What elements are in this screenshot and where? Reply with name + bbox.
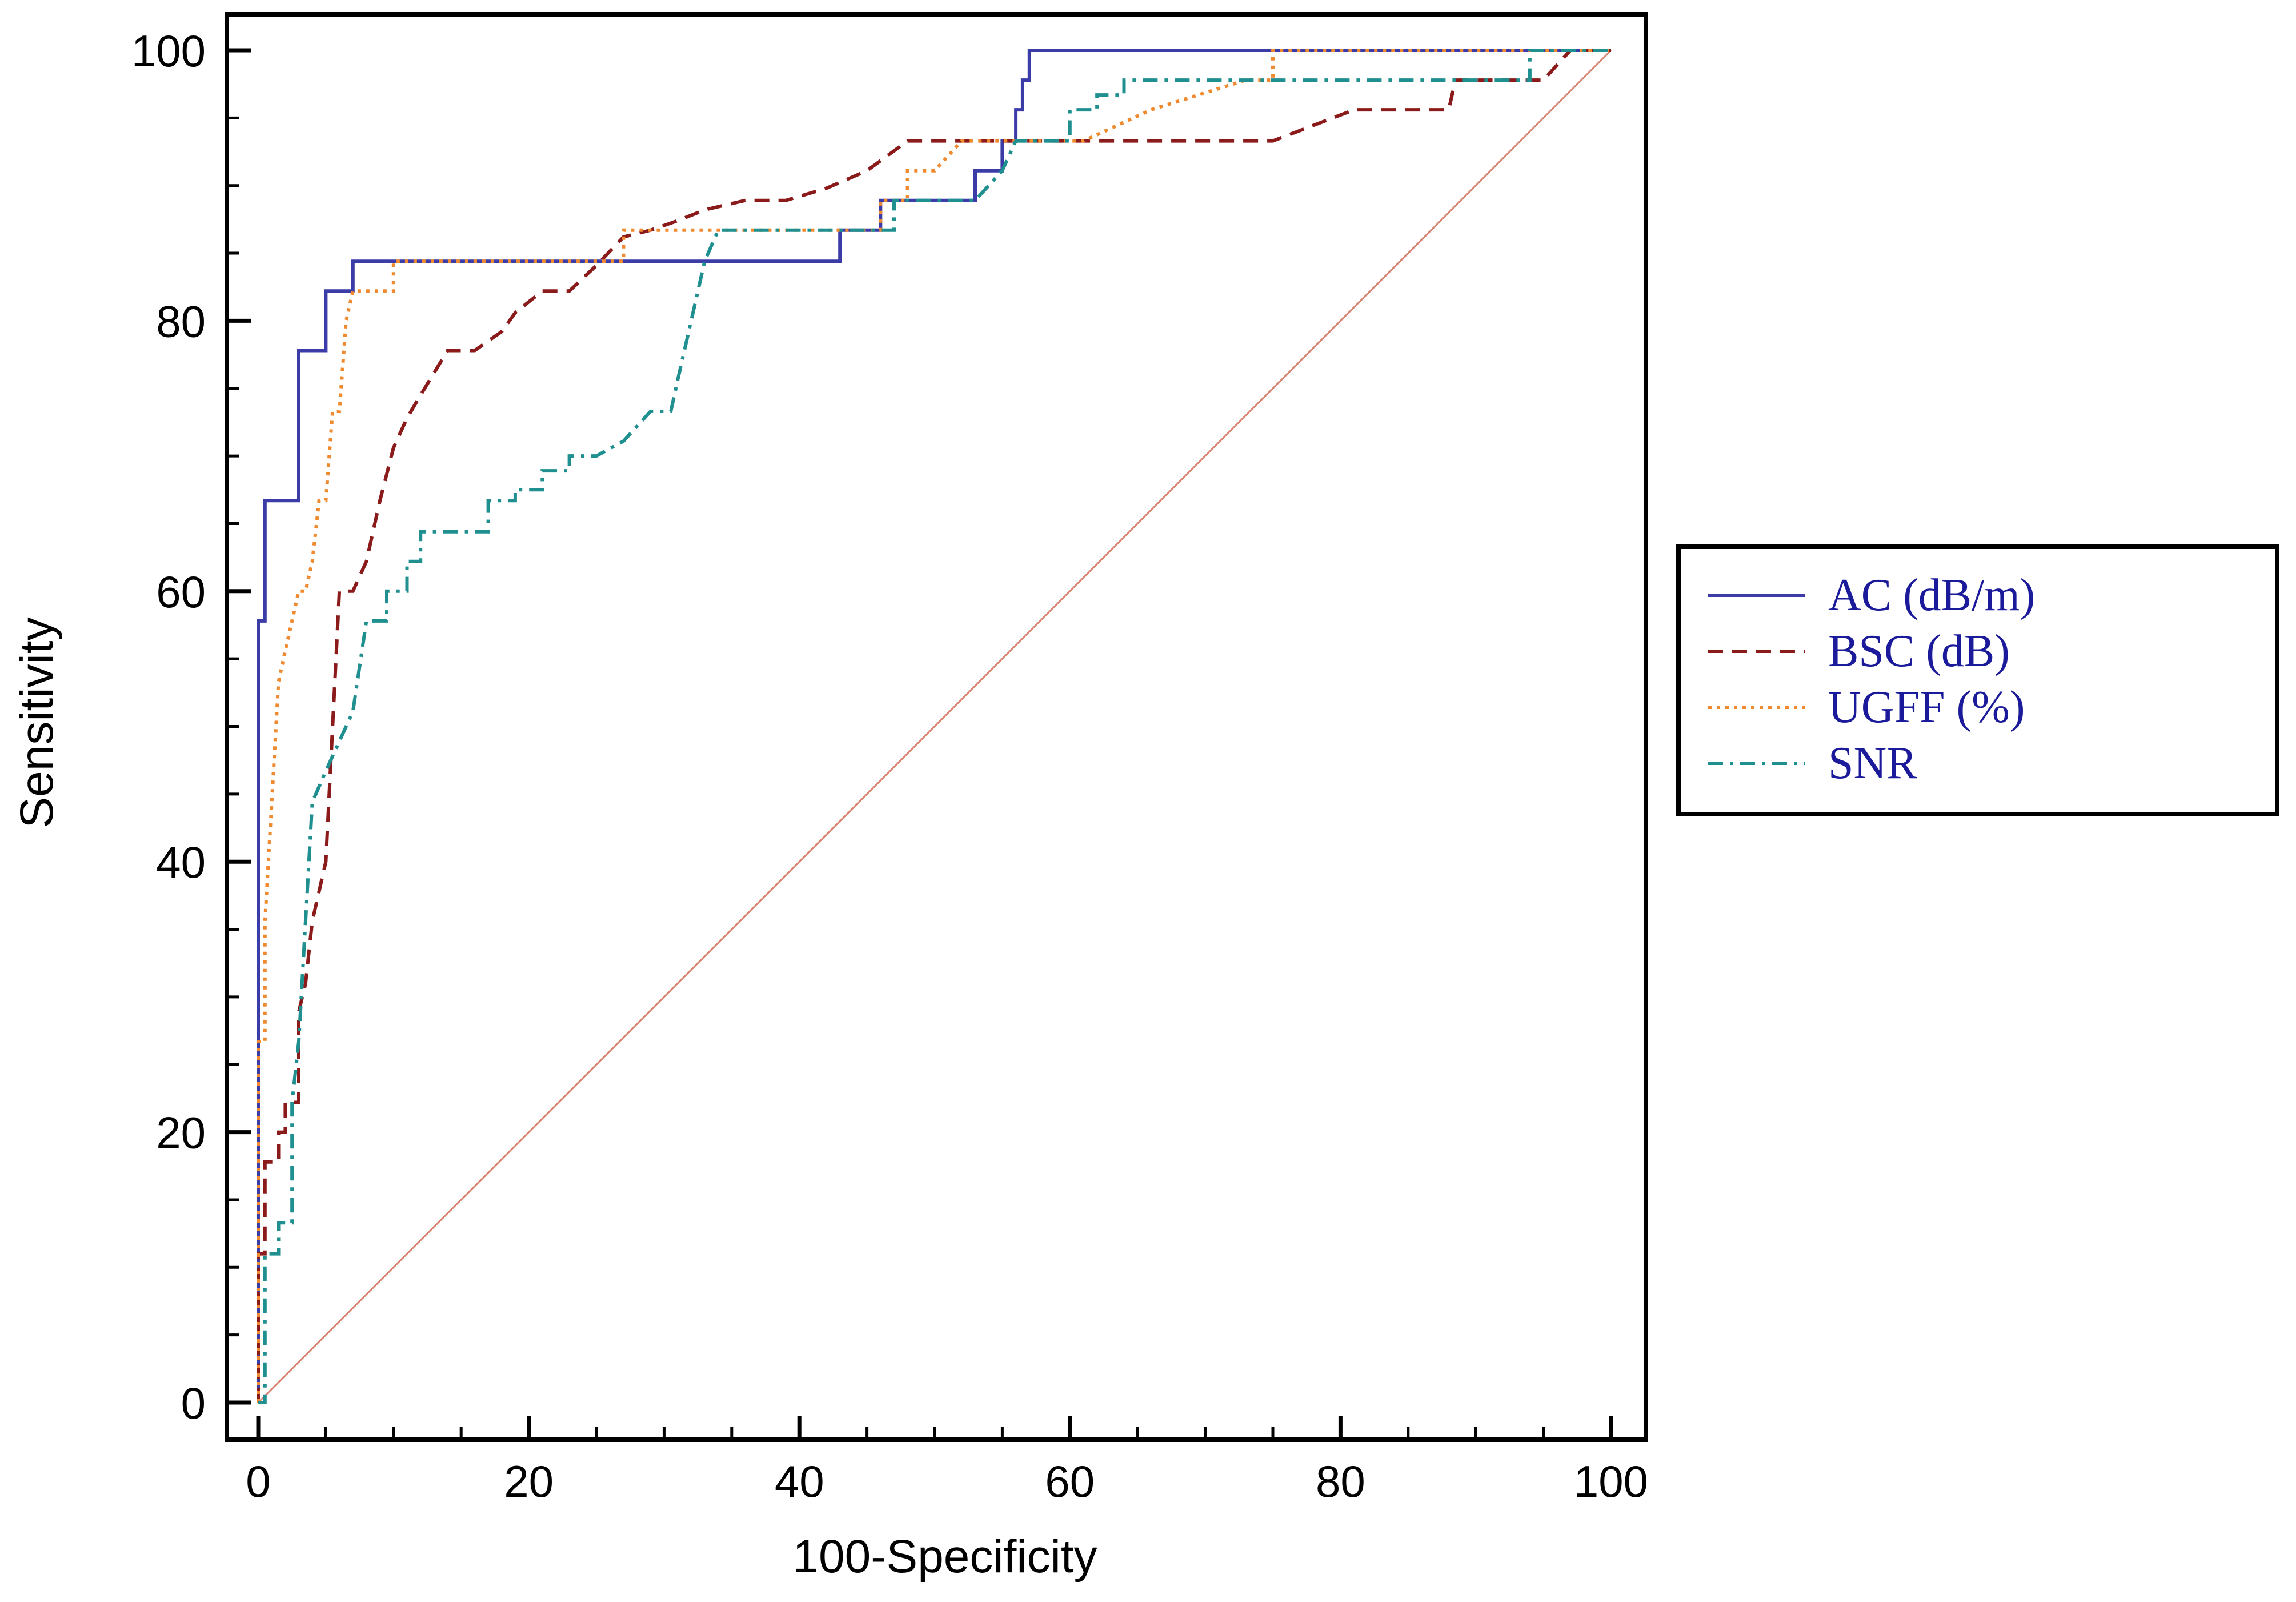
y-tick-label: 100 (131, 26, 206, 76)
legend-label-0: AC (dB/m) (1828, 570, 2035, 620)
x-tick-label: 80 (1316, 1456, 1365, 1507)
y-tick-label: 40 (156, 837, 206, 887)
series-line-3 (258, 49, 1611, 1404)
axis-ticks (227, 48, 1613, 1440)
legend-label-3: SNR (1828, 738, 1917, 788)
y-axis-label: Sensitivity (11, 617, 63, 828)
series-line-1 (257, 49, 1611, 1403)
legend-items: AC (dB/m) BSC (dB) UGFF (%) SNR (1708, 570, 2035, 788)
x-tick-label: 60 (1045, 1456, 1095, 1507)
x-axis-label: 100-Specificity (792, 1531, 1097, 1583)
series-layer (257, 49, 1612, 1404)
legend: AC (dB/m) BSC (dB) UGFF (%) SNR (1676, 544, 2279, 816)
series-line-2 (257, 49, 1611, 1403)
x-tick-label: 0 (246, 1456, 270, 1507)
x-tick-label: 100 (1574, 1456, 1648, 1507)
reference-line (257, 49, 1612, 1404)
y-tick-label: 0 (181, 1378, 206, 1428)
y-tick-label: 60 (156, 567, 206, 617)
x-tick-label: 40 (775, 1456, 824, 1507)
x-tick-label: 20 (504, 1456, 554, 1507)
legend-label-2: UGFF (%) (1828, 682, 2025, 732)
y-tick-label: 20 (156, 1108, 206, 1158)
x-tick-labels: 0 20 40 60 80 100 (246, 1456, 1648, 1507)
legend-box (1676, 544, 2279, 816)
y-tick-labels: 0 20 40 60 80 100 (131, 26, 206, 1428)
y-tick-label: 80 (156, 296, 206, 346)
legend-label-1: BSC (dB) (1828, 626, 2010, 676)
